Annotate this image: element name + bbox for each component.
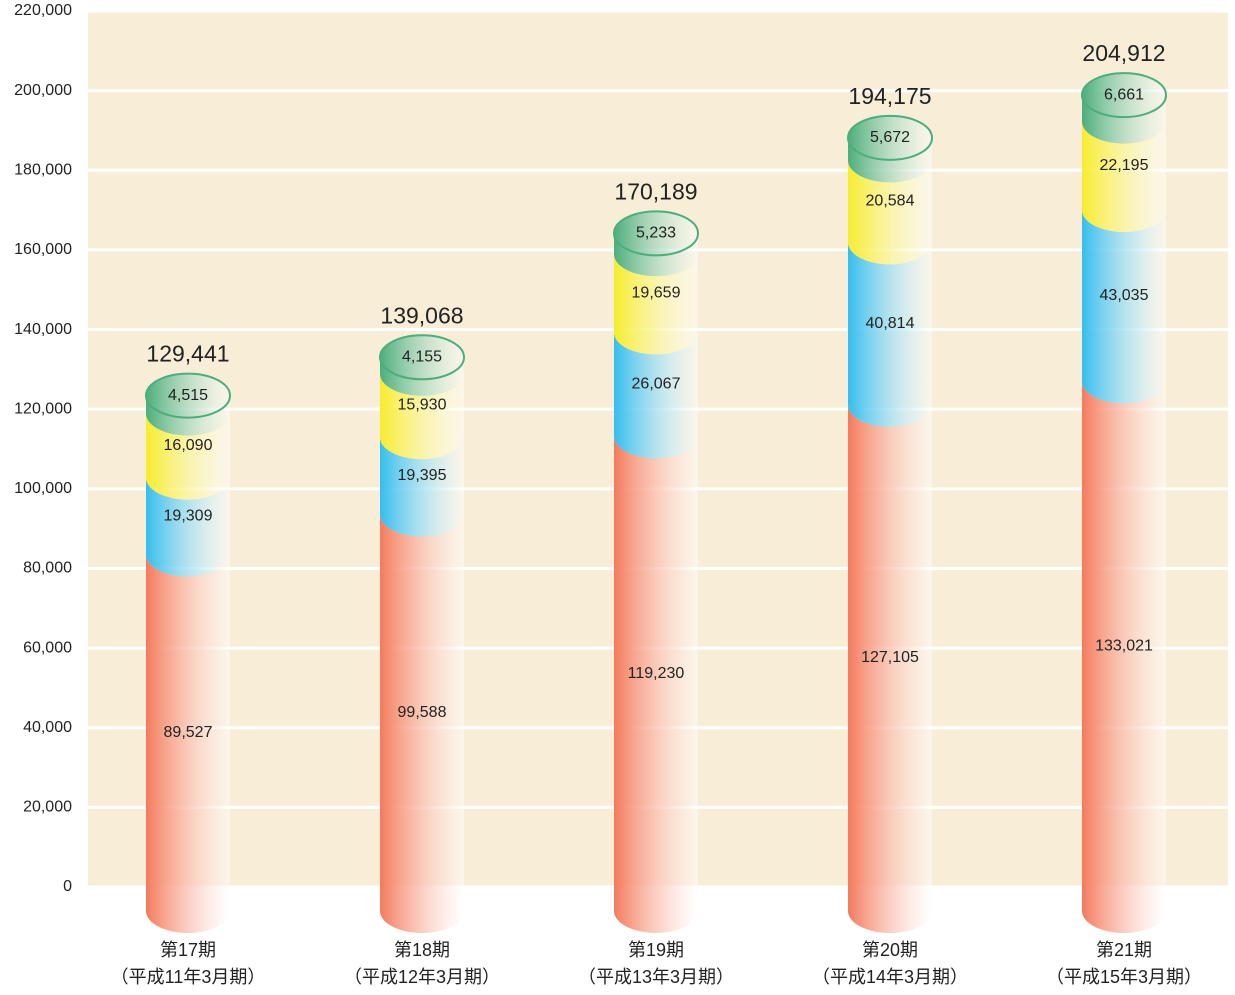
cylinder-cap <box>145 372 231 419</box>
cylinder-segment <box>1082 381 1166 933</box>
x-tick-label: 第20期 <box>862 940 918 960</box>
x-tick-label: 第19期 <box>628 940 684 960</box>
value-label: 20,584 <box>866 193 915 210</box>
y-tick-label: 20,000 <box>23 799 72 816</box>
x-tick-sublabel: （平成14年3月期） <box>812 967 968 987</box>
cylinder-segment <box>614 436 698 933</box>
value-label: 5,672 <box>870 129 910 146</box>
total-label: 170,189 <box>614 178 697 204</box>
cylinder-segment <box>380 514 464 933</box>
x-tick-label: 第21期 <box>1096 940 1152 960</box>
cylinder-segment <box>1082 209 1166 404</box>
total-label: 139,068 <box>380 302 463 328</box>
y-tick-label: 160,000 <box>14 241 72 258</box>
cylinder-segment <box>848 242 932 427</box>
cylinder-cap <box>613 210 699 257</box>
cylinder-segment <box>146 395 230 436</box>
y-tick-label: 140,000 <box>14 321 72 338</box>
cylinder-cap <box>847 114 933 161</box>
cylinder-segment <box>146 477 230 577</box>
value-label: 119,230 <box>628 665 685 682</box>
cylinder-segment <box>1082 95 1166 144</box>
value-label: 133,021 <box>1095 637 1153 654</box>
value-label: 26,067 <box>632 376 681 393</box>
value-label: 22,195 <box>1100 157 1149 174</box>
cylinder-segment <box>614 233 698 277</box>
x-tick-label: 第17期 <box>160 940 216 960</box>
value-label: 19,659 <box>632 285 681 302</box>
cylinder-segment <box>146 554 230 933</box>
x-tick-sublabel: （平成11年3月期） <box>111 967 266 987</box>
cylinder-cap <box>1081 72 1167 119</box>
cylinder-segment <box>380 373 464 460</box>
value-label: 4,155 <box>402 348 442 365</box>
value-label: 4,515 <box>168 387 208 404</box>
x-tick-sublabel: （平成12年3月期） <box>344 967 500 987</box>
y-tick-label: 180,000 <box>14 161 72 178</box>
y-tick-label: 120,000 <box>14 400 72 417</box>
total-label: 204,912 <box>1082 40 1165 66</box>
cylinder-segment <box>848 160 932 265</box>
y-tick-label: 0 <box>63 878 72 895</box>
cylinder-segment <box>614 332 698 459</box>
value-label: 40,814 <box>866 315 915 332</box>
cylinder-segment <box>380 357 464 396</box>
cylinder-segment <box>146 413 230 500</box>
y-tick-label: 80,000 <box>23 560 72 577</box>
value-label: 16,090 <box>164 437 213 454</box>
cylinder-segment <box>1082 121 1166 232</box>
value-label: 99,588 <box>398 704 447 721</box>
value-label: 89,527 <box>164 724 213 741</box>
value-label: 19,395 <box>398 467 447 484</box>
x-tick-label: 第18期 <box>394 940 450 960</box>
value-label: 5,233 <box>636 225 676 242</box>
y-tick-label: 60,000 <box>23 639 72 656</box>
cylinder-segment <box>614 254 698 355</box>
cylinder-segment <box>380 437 464 537</box>
y-tick-label: 100,000 <box>14 480 72 497</box>
value-label: 6,661 <box>1104 86 1144 103</box>
value-label: 15,930 <box>398 397 447 414</box>
cylinder-cap <box>379 334 465 381</box>
cylinder-segment <box>848 404 932 933</box>
value-label: 127,105 <box>861 649 919 666</box>
y-tick-label: 40,000 <box>23 719 72 736</box>
x-tick-sublabel: （平成15年3月期） <box>1046 967 1202 987</box>
value-label: 43,035 <box>1100 287 1149 304</box>
value-label: 19,309 <box>164 507 213 524</box>
total-label: 129,441 <box>146 341 229 367</box>
x-tick-sublabel: （平成13年3月期） <box>578 967 734 987</box>
total-label: 194,175 <box>848 83 931 109</box>
y-tick-label: 200,000 <box>14 82 72 99</box>
y-tick-label: 220,000 <box>14 2 72 19</box>
